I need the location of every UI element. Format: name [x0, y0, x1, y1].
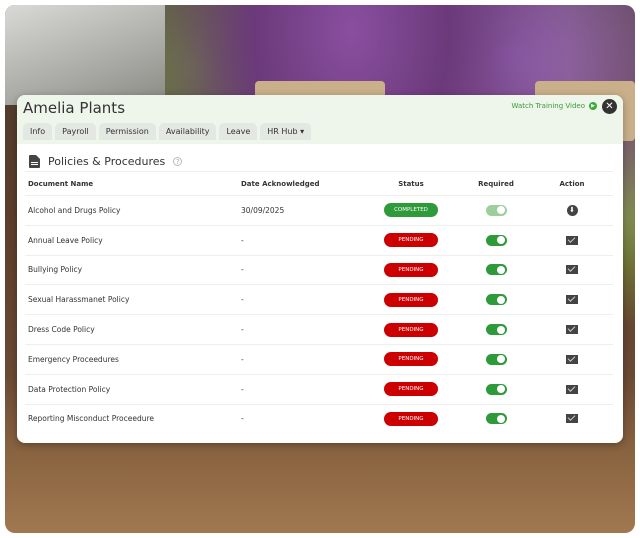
status-badge: PENDING: [384, 292, 438, 307]
date-acknowledged: -: [241, 295, 244, 305]
close-icon[interactable]: ✕: [602, 99, 617, 114]
email-icon[interactable]: [566, 265, 578, 275]
section-title: Policies & Procedures: [48, 155, 166, 168]
table-row: Data Protection Policy - PENDING: [25, 373, 613, 404]
required-toggle: [485, 204, 507, 216]
table-header: Document Name Date Acknowledged Status R…: [25, 171, 613, 195]
status-badge: PENDING: [384, 233, 438, 248]
required-toggle[interactable]: [485, 413, 507, 425]
document-name: Bullying Policy: [28, 265, 83, 275]
tab-permission[interactable]: Permission: [98, 123, 156, 140]
email-icon[interactable]: [566, 235, 578, 245]
required-toggle[interactable]: [485, 353, 507, 365]
required-toggle[interactable]: [485, 264, 507, 276]
date-acknowledged: -: [241, 384, 244, 394]
policies-table: Document Name Date Acknowledged Status R…: [25, 171, 613, 433]
download-icon[interactable]: ⬇: [566, 204, 578, 216]
document-icon: [29, 155, 40, 168]
section-heading: Policies & Procedures ?: [29, 155, 183, 168]
date-acknowledged: -: [241, 325, 244, 335]
tab-info[interactable]: Info: [23, 123, 53, 140]
required-toggle[interactable]: [485, 324, 507, 336]
email-icon[interactable]: [566, 295, 578, 305]
col-action: Action: [559, 179, 585, 188]
email-icon[interactable]: [566, 384, 578, 394]
help-icon[interactable]: ?: [173, 157, 183, 166]
date-acknowledged: -: [241, 414, 244, 424]
table-row: Emergency Proceedures - PENDING: [25, 343, 613, 374]
required-toggle[interactable]: [485, 383, 507, 395]
document-name: Dress Code Policy: [28, 325, 95, 335]
table-row: Sexual Harassmanet Policy - PENDING: [25, 284, 613, 314]
table-row: Bullying Policy - PENDING: [25, 254, 613, 285]
date-acknowledged: -: [241, 354, 244, 364]
email-icon[interactable]: [566, 414, 578, 424]
status-badge: PENDING: [384, 322, 438, 337]
watch-training-video-link[interactable]: Watch Training Video ▶: [512, 102, 597, 110]
document-name: Sexual Harassmanet Policy: [28, 295, 130, 305]
col-date: Date Acknowledged: [241, 179, 320, 188]
date-acknowledged: 30/09/2025: [241, 205, 285, 215]
status-badge: PENDING: [384, 382, 438, 397]
table-row: Alcohol and Drugs Policy 30/09/2025 COMP…: [25, 195, 613, 225]
ceiling-light: [5, 5, 165, 105]
employee-name: Amelia Plants: [23, 99, 126, 117]
employee-modal: Amelia Plants Watch Training Video ▶ ✕ In…: [17, 95, 623, 443]
col-required: Required: [478, 179, 514, 188]
document-name: Annual Leave Policy: [28, 235, 103, 245]
col-document-name: Document Name: [28, 179, 94, 188]
date-acknowledged: -: [241, 235, 244, 245]
status-badge: PENDING: [384, 411, 438, 426]
document-name: Reporting Misconduct Proceedure: [28, 414, 155, 424]
tab-leave[interactable]: Leave: [219, 123, 258, 140]
status-badge: PENDING: [384, 262, 438, 277]
required-toggle[interactable]: [485, 294, 507, 306]
document-name: Emergency Proceedures: [28, 354, 119, 364]
watch-label: Watch Training Video: [511, 102, 585, 110]
table-row: Dress Code Policy - PENDING: [25, 314, 613, 344]
status-badge: COMPLETED: [384, 203, 438, 218]
col-status: Status: [398, 179, 424, 188]
modal-header: Amelia Plants Watch Training Video ▶ ✕ In…: [17, 95, 623, 144]
table-row: Annual Leave Policy - PENDING: [25, 224, 613, 255]
email-icon[interactable]: [566, 354, 578, 364]
tab-availability[interactable]: Availability: [158, 123, 217, 140]
document-name: Alcohol and Drugs Policy: [28, 205, 121, 215]
date-acknowledged: -: [241, 265, 244, 275]
table-row: Reporting Misconduct Proceedure - PENDIN…: [25, 403, 613, 434]
required-toggle[interactable]: [485, 234, 507, 246]
tab-bar: Info Payroll Permission Availability Lea…: [23, 123, 312, 140]
tab-payroll[interactable]: Payroll: [55, 123, 96, 140]
document-name: Data Protection Policy: [28, 384, 111, 394]
tab-hr-hub[interactable]: HR Hub ▾: [260, 123, 312, 140]
email-icon[interactable]: [566, 325, 578, 335]
status-badge: PENDING: [384, 352, 438, 367]
play-icon: ▶: [589, 102, 597, 110]
